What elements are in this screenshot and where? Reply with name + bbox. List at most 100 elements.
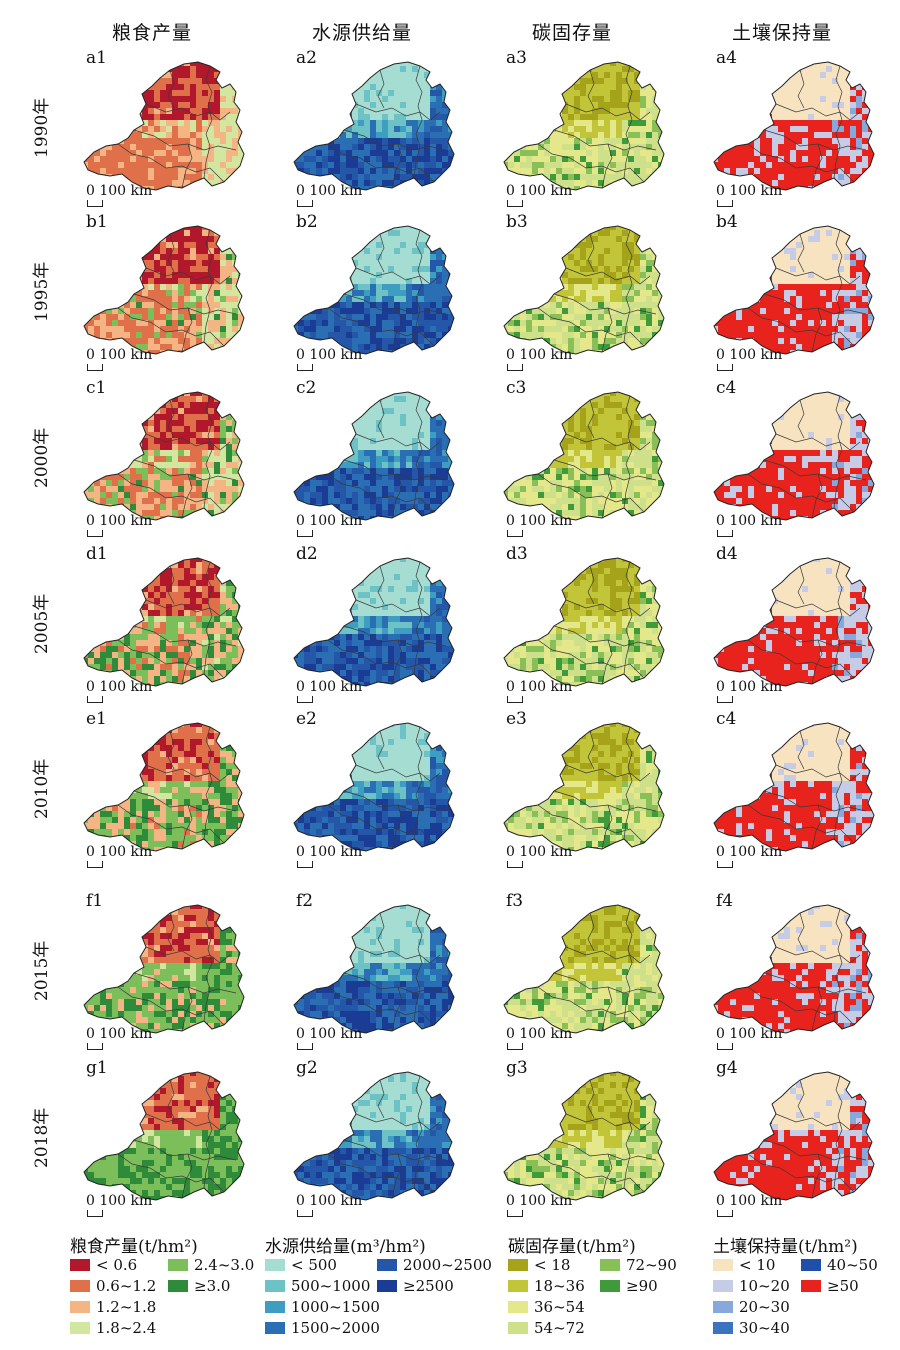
panel-label: c4	[716, 709, 737, 729]
legend-label: 10~20	[739, 1277, 790, 1295]
region-boundary	[413, 726, 423, 840]
region-boundary	[167, 565, 175, 605]
legend-title: 土壤保持量(t/hm²)	[713, 1237, 858, 1257]
scale-bar-label: 0 100 km	[296, 679, 363, 695]
region-boundary	[167, 69, 175, 109]
legend-swatch	[70, 1301, 90, 1313]
legend-item: 0.6~1.2	[70, 1277, 156, 1295]
legend-label: 72~90	[626, 1256, 677, 1274]
scale-bar	[507, 1043, 523, 1050]
region-boundary	[775, 764, 861, 782]
region-boundary	[413, 1075, 423, 1189]
scale-bar	[297, 200, 313, 207]
panel-label: f1	[86, 891, 104, 911]
region-boundary	[181, 473, 193, 519]
legend-item: ≥3.0	[168, 1277, 230, 1295]
region-boundary	[623, 726, 633, 840]
region-boundary	[327, 473, 435, 513]
region-boundary	[377, 730, 385, 770]
scale-bar-label: 0 100 km	[86, 844, 153, 860]
legend-label: ≥2500	[403, 1277, 454, 1295]
map-cells	[504, 723, 664, 851]
region-boundary	[327, 986, 435, 1026]
map-graphic	[83, 722, 245, 852]
region-boundary	[623, 395, 633, 509]
scale-bar-label: 0 100 km	[716, 513, 783, 529]
map-cells	[84, 226, 244, 354]
region-boundary	[537, 143, 645, 183]
region-boundary	[355, 946, 441, 964]
scale-bar-label: 0 100 km	[296, 1026, 363, 1042]
panel-label: e1	[86, 709, 107, 729]
region-boundary	[747, 473, 855, 513]
legend-swatch	[168, 1259, 188, 1271]
region-boundary	[775, 103, 861, 121]
panel-label: c2	[296, 378, 317, 398]
map-panel: b2 0 100 km	[280, 212, 490, 374]
region-boundary	[811, 1153, 823, 1199]
region-outline	[713, 61, 875, 191]
region-boundary	[181, 1153, 193, 1199]
legend-item: 72~90	[600, 1256, 677, 1274]
region-boundary	[601, 307, 613, 353]
legend-swatch	[70, 1322, 90, 1334]
region-boundary	[145, 103, 231, 121]
region-outline	[713, 391, 875, 521]
region-boundary	[145, 433, 231, 451]
legend-item: ≥2500	[377, 1277, 454, 1295]
legend-swatch	[168, 1280, 188, 1292]
legend-label: < 18	[534, 1256, 571, 1274]
scale-bar-label: 0 100 km	[506, 844, 573, 860]
region-boundary	[413, 395, 423, 509]
region-boundary	[391, 473, 403, 519]
region-boundary	[833, 395, 843, 509]
map-cells	[714, 905, 874, 1033]
legend-swatch	[713, 1301, 733, 1313]
region-boundary	[587, 233, 595, 273]
region-boundary	[203, 65, 213, 179]
legend-label: < 0.6	[96, 1256, 138, 1274]
region-boundary	[775, 946, 861, 964]
region-boundary	[537, 804, 645, 844]
legend-title: 水源供给量(m³/hm²)	[265, 1237, 426, 1257]
legend-swatch	[713, 1280, 733, 1292]
legend-swatch	[713, 1322, 733, 1334]
panel-label: d4	[716, 544, 738, 564]
legend-label: 2000~2500	[403, 1256, 492, 1274]
region-boundary	[117, 1153, 225, 1193]
legend-swatch	[508, 1280, 528, 1292]
map-panel: e1 0 100 km	[70, 709, 280, 871]
map-panel: g4 0 100 km	[700, 1058, 900, 1220]
legend-swatch	[377, 1259, 397, 1271]
region-boundary	[587, 565, 595, 605]
scale-bar-label: 0 100 km	[716, 1193, 783, 1209]
map-graphic	[83, 904, 245, 1034]
region-boundary	[623, 1075, 633, 1189]
legend-swatch	[508, 1301, 528, 1313]
legend-label: 20~30	[739, 1298, 790, 1316]
map-graphic	[293, 557, 455, 687]
map-panel: d1 0 100 km	[70, 544, 280, 706]
region-boundary	[747, 1153, 855, 1193]
map-cells	[714, 723, 874, 851]
region-boundary	[167, 1079, 175, 1119]
scale-bar	[87, 696, 103, 703]
region-boundary	[833, 561, 843, 675]
region-outline	[83, 225, 245, 355]
region-boundary	[797, 69, 805, 109]
legend-water: 水源供给量(m³/hm²) < 500 500~1000 1000~1500 1500…	[265, 1232, 505, 1342]
map-cells	[84, 723, 244, 851]
map-graphic	[713, 722, 875, 852]
legend-food: 粮食产量(t/hm²) < 0.6 0.6~1.2 1.2~1.8 1.8~2.4 2.…	[70, 1232, 260, 1342]
region-boundary	[413, 229, 423, 343]
region-outline	[293, 557, 455, 687]
region-boundary	[145, 764, 231, 782]
map-cells	[294, 62, 454, 190]
region-boundary	[327, 1153, 435, 1193]
region-boundary	[377, 912, 385, 952]
panel-label: e3	[506, 709, 527, 729]
legend-item: 40~50	[801, 1256, 878, 1274]
region-outline	[503, 391, 665, 521]
region-outline	[293, 61, 455, 191]
